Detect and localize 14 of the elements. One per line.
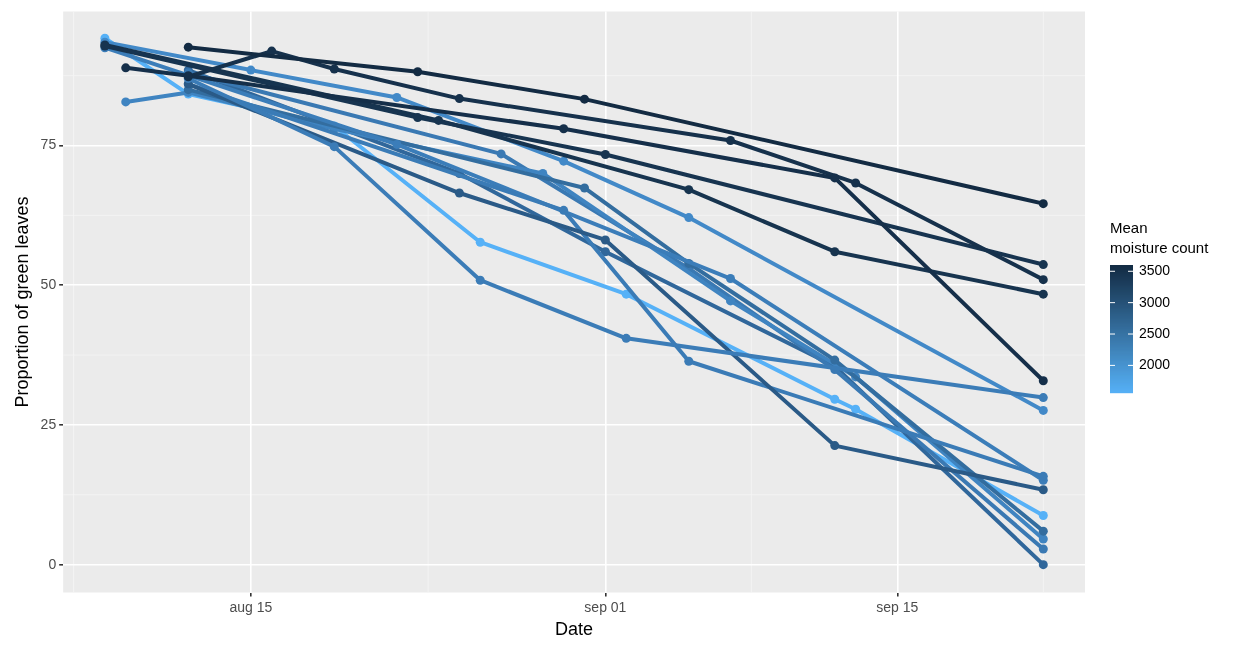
y-tick-label: 25 — [40, 415, 57, 432]
color-bar-label: 3500 — [1139, 262, 1171, 279]
y-tick-label: 50 — [40, 276, 57, 293]
x-axis-title: Date — [555, 619, 594, 640]
color-bar-label: 2000 — [1139, 356, 1171, 373]
x-tick-label: aug 15 — [229, 598, 273, 615]
y-axis-title: Proportion of green leaves — [11, 196, 32, 408]
x-tick-label: sep 01 — [584, 598, 627, 615]
x-tick-label: sep 15 — [876, 598, 919, 615]
y-tick-label: 75 — [40, 136, 57, 153]
y-tick-label: 0 — [48, 555, 57, 572]
color-bar-title: Mean moisture count — [1110, 219, 1210, 256]
color-bar-label: 3000 — [1139, 293, 1171, 310]
color-bar-label: 2500 — [1139, 324, 1171, 341]
